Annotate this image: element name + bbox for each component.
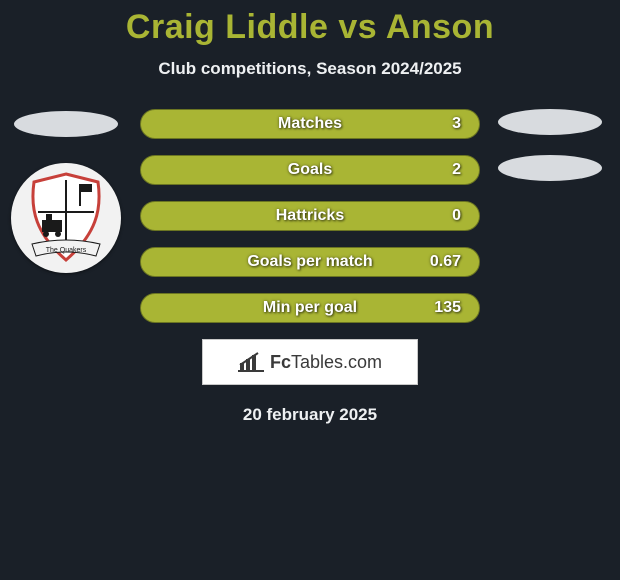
player-left-column: The Quakers [8, 109, 124, 273]
club-crest-left: The Quakers [11, 163, 121, 273]
player-left-placeholder [14, 111, 118, 137]
stat-label: Goals per match [141, 248, 479, 276]
stat-value: 0 [452, 202, 461, 230]
stat-row-hattricks: Hattricks 0 [140, 201, 480, 231]
content: The Quakers Matches 3 Goals 2 Hattricks … [0, 109, 620, 425]
page-title: Craig Liddle vs Anson [0, 8, 620, 47]
date-label: 20 february 2025 [0, 405, 620, 425]
stat-row-gpm: Goals per match 0.67 [140, 247, 480, 277]
player-right-placeholder-1 [498, 109, 602, 135]
stat-label: Goals [141, 156, 479, 184]
comparison-widget: Craig Liddle vs Anson Club competitions,… [0, 0, 620, 425]
stat-value: 3 [452, 110, 461, 138]
subtitle: Club competitions, Season 2024/2025 [0, 59, 620, 79]
stat-label: Min per goal [141, 294, 479, 322]
crest-scroll-text: The Quakers [46, 247, 87, 254]
stat-value: 2 [452, 156, 461, 184]
player-right-column [498, 109, 598, 201]
stat-row-goals: Goals 2 [140, 155, 480, 185]
stat-value: 135 [434, 294, 461, 322]
stat-value: 0.67 [430, 248, 461, 276]
brand-text: FcTables.com [270, 352, 382, 373]
player-right-placeholder-2 [498, 155, 602, 181]
stat-bars: Matches 3 Goals 2 Hattricks 0 Goals per … [140, 109, 480, 323]
stat-row-mpg: Min per goal 135 [140, 293, 480, 323]
stat-label: Matches [141, 110, 479, 138]
stat-label: Hattricks [141, 202, 479, 230]
shield-icon: The Quakers [24, 170, 108, 266]
brand-badge[interactable]: FcTables.com [202, 339, 418, 385]
stat-row-matches: Matches 3 [140, 109, 480, 139]
bar-chart-icon [238, 351, 264, 373]
